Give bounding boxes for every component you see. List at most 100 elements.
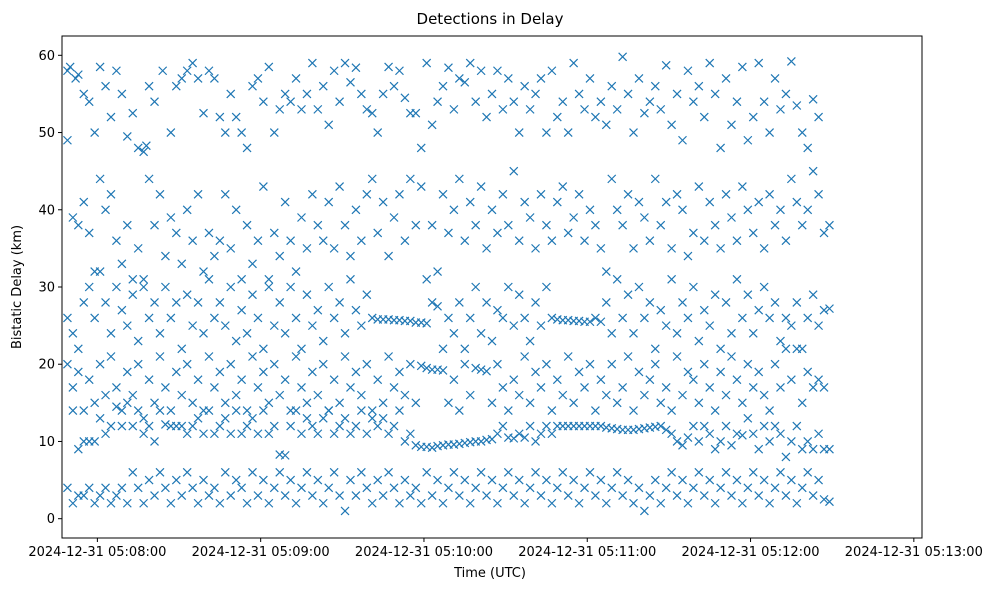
data-point (672, 89, 682, 99)
data-point (68, 498, 78, 508)
data-point (672, 352, 682, 361)
data-point (280, 89, 290, 99)
data-point (373, 475, 383, 485)
data-point (101, 298, 110, 307)
data-point (667, 274, 677, 284)
data-point (493, 359, 502, 369)
data-point (536, 189, 546, 199)
data-point (384, 251, 394, 261)
data-point (433, 267, 442, 276)
data-point (155, 406, 165, 415)
data-point (503, 74, 513, 83)
data-point (220, 189, 230, 199)
data-point (275, 390, 285, 400)
data-point (460, 77, 470, 87)
data-point (73, 444, 83, 454)
data-point (71, 74, 81, 83)
data-point (634, 483, 644, 493)
data-point (776, 205, 785, 215)
data-point (335, 491, 345, 500)
data-point (188, 58, 198, 68)
data-point (264, 282, 274, 292)
data-point (710, 444, 720, 454)
data-point (639, 506, 649, 516)
data-point (63, 66, 72, 76)
data-point (770, 74, 780, 83)
data-point (199, 429, 208, 439)
data-point (716, 437, 726, 446)
data-point (237, 375, 247, 385)
data-point (112, 282, 121, 292)
data-point (106, 189, 116, 199)
data-point (536, 321, 546, 331)
data-point (563, 228, 573, 238)
data-point (133, 359, 143, 369)
data-point (405, 359, 415, 369)
data-point (465, 390, 475, 400)
data-point (792, 421, 802, 431)
data-point (542, 475, 551, 485)
data-point (220, 398, 230, 408)
data-point (509, 321, 519, 331)
data-point (297, 104, 306, 114)
data-point (514, 290, 524, 300)
data-point (231, 205, 241, 215)
data-point (438, 81, 448, 91)
data-point (759, 475, 769, 485)
data-point (765, 189, 775, 199)
data-point (661, 483, 671, 493)
data-point (672, 491, 682, 500)
data-point (678, 205, 687, 215)
data-point (705, 382, 715, 392)
data-point (188, 321, 198, 331)
data-point (454, 491, 464, 500)
data-point (199, 475, 208, 485)
data-point (389, 483, 399, 493)
data-point (209, 382, 219, 392)
data-point (743, 205, 753, 215)
data-point (683, 433, 693, 443)
data-point (215, 367, 225, 377)
data-point (601, 498, 611, 508)
data-point (248, 81, 257, 91)
data-point (318, 359, 328, 369)
data-point (318, 336, 328, 346)
data-point (808, 166, 818, 176)
data-point (634, 197, 644, 207)
data-point (754, 305, 764, 315)
data-point (117, 89, 127, 99)
data-point (465, 498, 475, 508)
data-point (743, 290, 753, 300)
data-point (340, 352, 350, 361)
data-point (558, 97, 568, 107)
data-point (754, 367, 764, 377)
data-point (242, 143, 252, 153)
data-point (150, 220, 159, 230)
data-point (84, 97, 94, 107)
data-point (601, 390, 611, 400)
data-point (318, 236, 328, 246)
data-point (160, 382, 170, 392)
data-point (509, 375, 519, 385)
data-point (814, 321, 824, 331)
data-point (678, 440, 687, 450)
data-point (503, 467, 513, 477)
data-point (547, 313, 557, 323)
data-point (765, 313, 775, 323)
data-point (634, 282, 644, 292)
data-point (618, 313, 628, 323)
data-point (79, 197, 89, 207)
data-point (242, 406, 252, 415)
data-point (460, 475, 470, 485)
data-point (607, 359, 617, 369)
data-point (721, 390, 731, 400)
data-point (781, 491, 791, 500)
data-point (291, 74, 301, 83)
data-point (367, 498, 377, 508)
data-point (580, 236, 589, 246)
data-point (639, 390, 649, 400)
data-point (536, 382, 546, 392)
data-point (498, 382, 508, 392)
data-point (721, 74, 731, 83)
data-point (269, 128, 279, 137)
